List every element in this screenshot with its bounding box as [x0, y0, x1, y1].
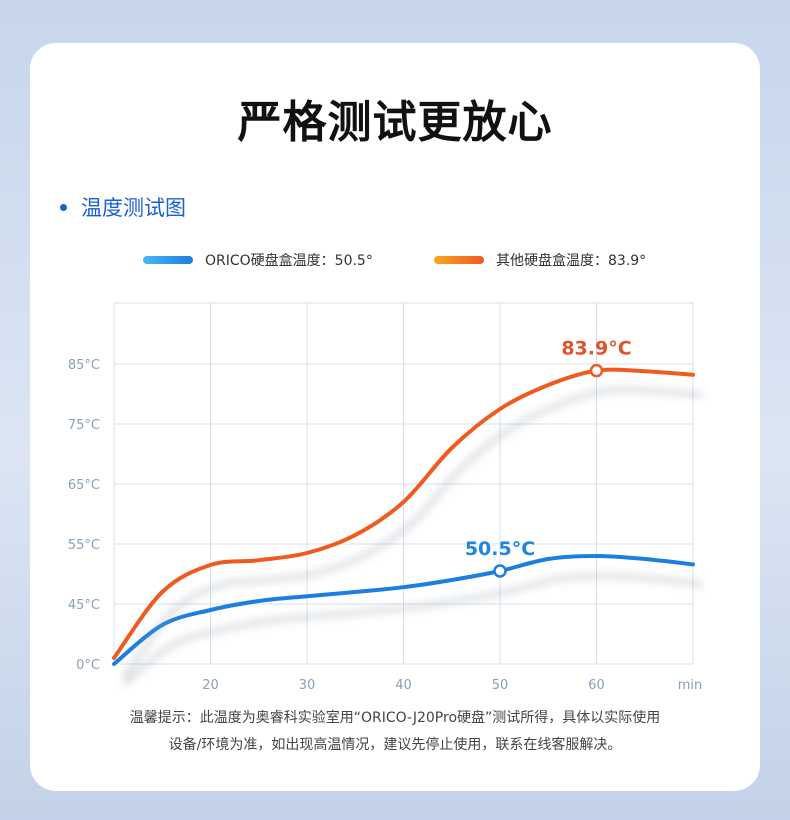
bullet-dot-icon — [60, 203, 67, 211]
legend-swatch-orange — [434, 256, 484, 264]
legend-item-other: 其他硬盘盒温度：83.9° — [434, 250, 646, 270]
x-tick-label: 30 — [299, 678, 316, 693]
data-label: 83.9°C — [561, 338, 631, 360]
highlight-point-orico — [493, 564, 507, 578]
x-tick-label: 50 — [492, 678, 509, 693]
y-tick-label: 0°C — [76, 658, 100, 673]
x-tick-label: 20 — [202, 678, 219, 693]
y-tick-label: 55°C — [68, 538, 100, 553]
section-title: 温度测试图 — [81, 196, 186, 220]
series-shadow — [122, 572, 704, 687]
data-label: 50.5°C — [465, 538, 535, 560]
series-line-orico — [112, 553, 695, 666]
series-shadow — [121, 386, 704, 680]
legend-label-orico: ORICO硬盘盒温度：50.5° — [205, 253, 373, 269]
content-card — [30, 43, 760, 791]
x-tick-label: 60 — [588, 678, 605, 693]
footnote-line-2: 设备/环境为准，如出现高温情况，建议先停止使用，联系在线客服解决。 — [168, 737, 622, 753]
highlight-point-other — [589, 363, 604, 378]
legend-item-orico: ORICO硬盘盒温度：50.5° — [143, 250, 373, 270]
footnote-line-1: 温馨提示：此温度为奥睿科实验室用“ORICO-J20Pro硬盘”测试所得，具体以… — [129, 710, 661, 726]
legend-swatch-blue — [143, 256, 193, 264]
x-axis-label: min — [678, 678, 703, 693]
page-title: 严格测试更放心 — [237, 97, 553, 148]
y-tick-label: 75°C — [68, 418, 100, 433]
legend-label-other: 其他硬盘盒温度：83.9° — [496, 253, 647, 269]
y-tick-label: 45°C — [68, 598, 100, 613]
section-heading: 温度测试图 — [60, 192, 186, 222]
y-tick-label: 65°C — [68, 478, 100, 493]
y-tick-label: 85°C — [68, 358, 100, 373]
x-tick-label: 40 — [395, 678, 412, 693]
